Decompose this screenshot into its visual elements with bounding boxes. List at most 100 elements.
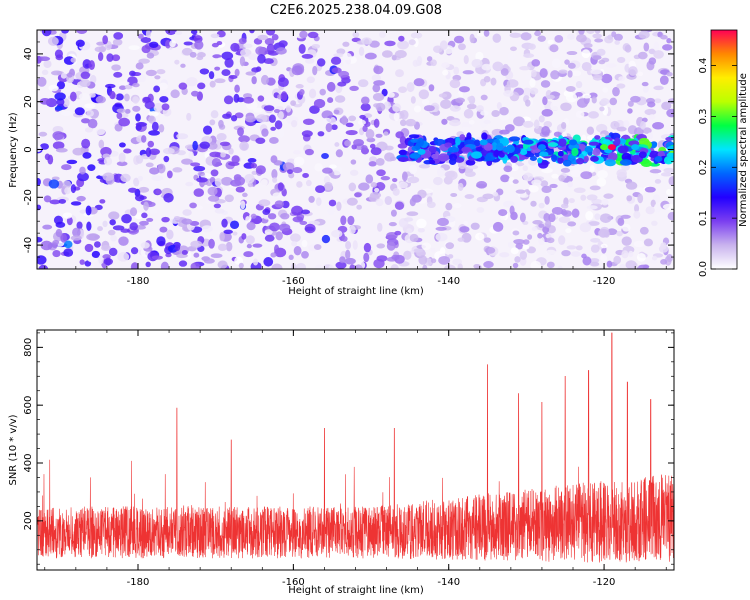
spectrogram-cell (207, 142, 218, 150)
spectrogram-cell (262, 241, 270, 246)
spectrogram-cell (209, 80, 216, 88)
spectrogram-cell (56, 80, 66, 90)
spectrogram-cell (213, 203, 221, 209)
spectrogram-cell (542, 96, 548, 106)
spectrogram-cell (545, 249, 557, 255)
spectrogram-signal-cell (429, 159, 436, 165)
spectrogram-cell (662, 203, 674, 210)
spectrogram-cell (391, 54, 397, 61)
spectrogram-cell (216, 132, 227, 141)
spectrogram-cell (221, 69, 231, 76)
spectrogram-cell (292, 167, 303, 174)
spectrogram-cell (197, 82, 206, 90)
spectrogram-cell (363, 242, 372, 253)
spectrogram-cell (137, 33, 144, 39)
spectrogram-cell (406, 211, 419, 216)
spectrogram-cell (105, 83, 116, 89)
spectrogram-cell (111, 54, 121, 62)
spectrogram-cell (39, 143, 49, 150)
spectrogram-cell (617, 217, 625, 226)
spectrogram-cell (87, 118, 98, 129)
spectrogram-cell (224, 194, 234, 203)
spectrogram-cell (525, 99, 531, 107)
spectrogram-cell (537, 35, 546, 42)
spectrogram-cell (281, 200, 290, 209)
spectrogram-cell (560, 203, 569, 209)
spectrogram-cell (507, 52, 516, 61)
spectrogram-cell (151, 255, 164, 260)
spectrogram-cell (524, 74, 533, 80)
spectrogram-cell (666, 108, 674, 118)
spectrogram-cell (271, 263, 283, 269)
spectrogram-cell (291, 65, 303, 76)
spectrogram-cell (426, 201, 436, 209)
spectrogram-cell (193, 252, 200, 258)
spectrogram-cell (534, 30, 542, 37)
spectrogram-cell (422, 264, 428, 269)
spectrogram-cell (548, 213, 556, 223)
spectrogram-cell (540, 180, 549, 187)
spectrogram-cell (512, 230, 520, 236)
spectrogram-cell (199, 68, 210, 75)
spectrogram-cell (413, 105, 422, 113)
spectrogram-cell (217, 260, 228, 269)
spectrogram-cell (492, 61, 504, 72)
spectrogram-cell (245, 71, 257, 76)
spectrogram-signal-cell (588, 141, 600, 146)
spectrogram-cell (118, 117, 130, 127)
spectrogram-cell (242, 192, 248, 198)
spectrogram-cell (550, 70, 560, 80)
spectrogram-signal-cell (529, 145, 539, 150)
spectrogram-cell (55, 147, 68, 153)
spectrogram-cell (349, 264, 356, 269)
spectrogram-cell (145, 261, 151, 268)
spectrogram-cell (467, 96, 474, 102)
spectrogram-cell (384, 195, 393, 206)
spectrogram-cell (113, 32, 124, 40)
spectrogram-cell (257, 34, 269, 41)
spectrogram-cell (172, 167, 183, 173)
spectrogram-cell (341, 236, 348, 242)
spectrogram-signal-cell (491, 142, 498, 151)
spectrogram-cell (285, 105, 292, 113)
spectrogram-cell (292, 216, 304, 223)
spectrogram-cell (52, 250, 61, 258)
spectrogram-cell (539, 68, 548, 78)
spectrogram-cell (305, 58, 315, 64)
spectrogram-cell (618, 76, 626, 82)
spectrogram-cell (278, 40, 288, 48)
spectrogram-cell (55, 228, 63, 238)
spectrogram-cell (538, 223, 545, 228)
spectrogram-cell (606, 260, 613, 268)
spectrogram-cell (50, 70, 63, 76)
spectrogram-cell (660, 172, 673, 177)
spectrogram-cell (580, 171, 593, 180)
spectrogram-cell (160, 261, 169, 269)
spectrogram-cell (625, 181, 638, 190)
spectrogram-cell (293, 246, 302, 256)
spectrogram-cell (449, 119, 461, 127)
spectrogram-cell (302, 118, 315, 126)
spectrogram-cell (541, 185, 552, 194)
spectrogram-cell (174, 30, 183, 35)
spectrogram-cell (483, 261, 494, 269)
spectrogram-cell (112, 38, 123, 46)
spectrogram-cell (369, 143, 376, 149)
snr-series-line (37, 332, 674, 563)
spectrogram-cell (435, 226, 447, 231)
spectrogram-cell (321, 234, 331, 244)
spectrogram-cell (89, 92, 96, 98)
spectrogram-cell (633, 210, 641, 219)
spectrogram-cell (193, 165, 206, 172)
spectrogram-cell (345, 122, 354, 128)
colorbar: 0.0 0.1 0.2 0.3 0.4 Normalized spectral ampl… (698, 29, 749, 277)
spectrogram-cell (558, 235, 566, 246)
spectrogram-signal-cell (663, 156, 674, 165)
spectrogram-cell (190, 90, 200, 97)
spectrogram-cell (134, 212, 144, 220)
spectrogram-cell (356, 204, 362, 210)
spectrogram-signal-cell (638, 151, 647, 159)
spectrogram-cell (120, 173, 131, 183)
spectrogram-cell (392, 103, 402, 113)
spectrogram-cell (220, 176, 233, 186)
